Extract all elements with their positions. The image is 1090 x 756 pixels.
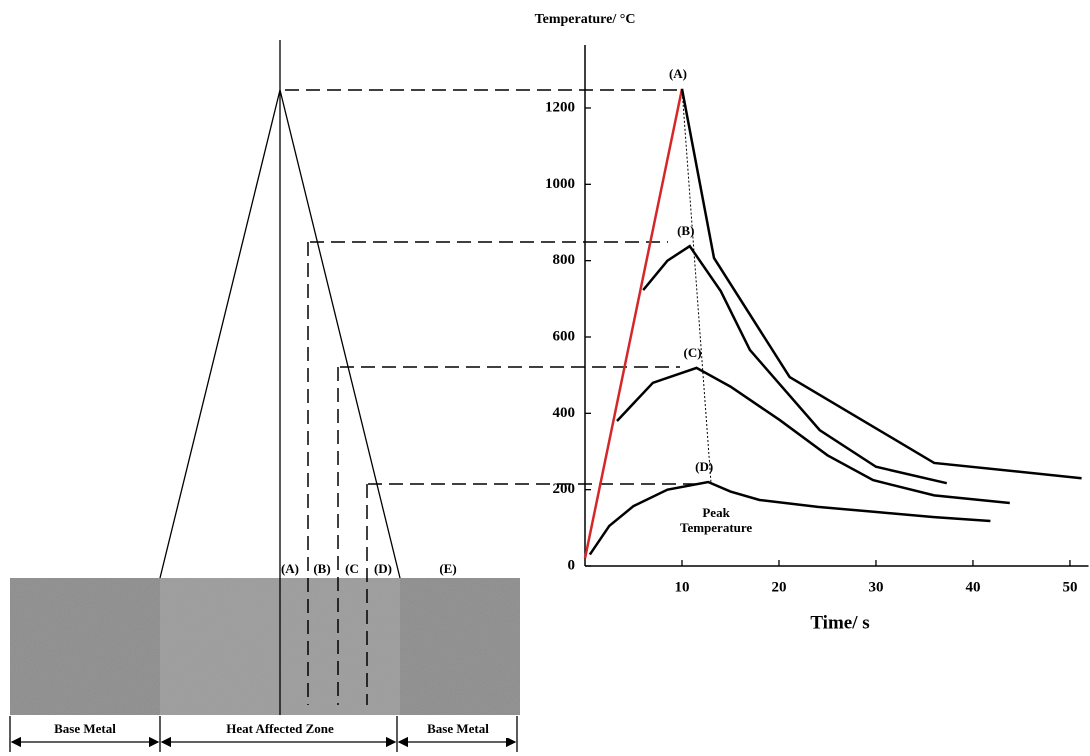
x-tick-label: 30 — [868, 579, 883, 595]
x-tick-label: 20 — [771, 579, 786, 595]
zone-mark: (C — [345, 561, 359, 576]
y-axis-label: Temperature/ °C — [535, 12, 636, 27]
peak-temperature-line — [681, 88, 712, 484]
series-label: (B) — [677, 223, 694, 238]
annotation-text: Temperature — [680, 520, 752, 535]
annotation-text: Peak — [702, 505, 730, 520]
x-axis-label: Time/ s — [810, 612, 869, 633]
label-bg — [192, 722, 364, 738]
region-label: Base Metal — [54, 721, 116, 736]
label-bg — [408, 722, 508, 738]
photo-texture — [10, 578, 520, 715]
zone-mark: (D) — [374, 561, 392, 576]
series-label: (D) — [695, 459, 713, 474]
x-tick-label: 10 — [674, 579, 689, 595]
region-label: Base Metal — [427, 721, 489, 736]
heating-line — [583, 88, 684, 559]
thermal-cycle-line — [616, 366, 1010, 505]
zone-mark: (A) — [281, 561, 299, 576]
y-tick-label: 1000 — [545, 176, 575, 192]
x-tick-label: 50 — [1062, 579, 1077, 595]
y-tick-label: 0 — [568, 557, 576, 573]
y-tick-label: 400 — [553, 405, 576, 421]
label-bg — [28, 722, 142, 738]
region-label: Heat Affected Zone — [226, 721, 334, 736]
thermal-cycle-line — [588, 480, 991, 556]
series-label: (C) — [684, 345, 702, 360]
zone-mark: (B) — [313, 561, 330, 576]
region-bar — [9, 716, 518, 752]
y-tick-label: 800 — [553, 252, 576, 268]
zone-mark: (E) — [439, 561, 456, 576]
thermal-cycle-line — [642, 244, 948, 485]
series-label: (A) — [669, 66, 687, 81]
y-tick-label: 1200 — [545, 99, 575, 115]
x-tick-label: 40 — [965, 579, 980, 595]
cooling-line — [680, 88, 1082, 480]
y-tick-label: 200 — [553, 481, 576, 497]
y-tick-label: 600 — [553, 328, 576, 344]
